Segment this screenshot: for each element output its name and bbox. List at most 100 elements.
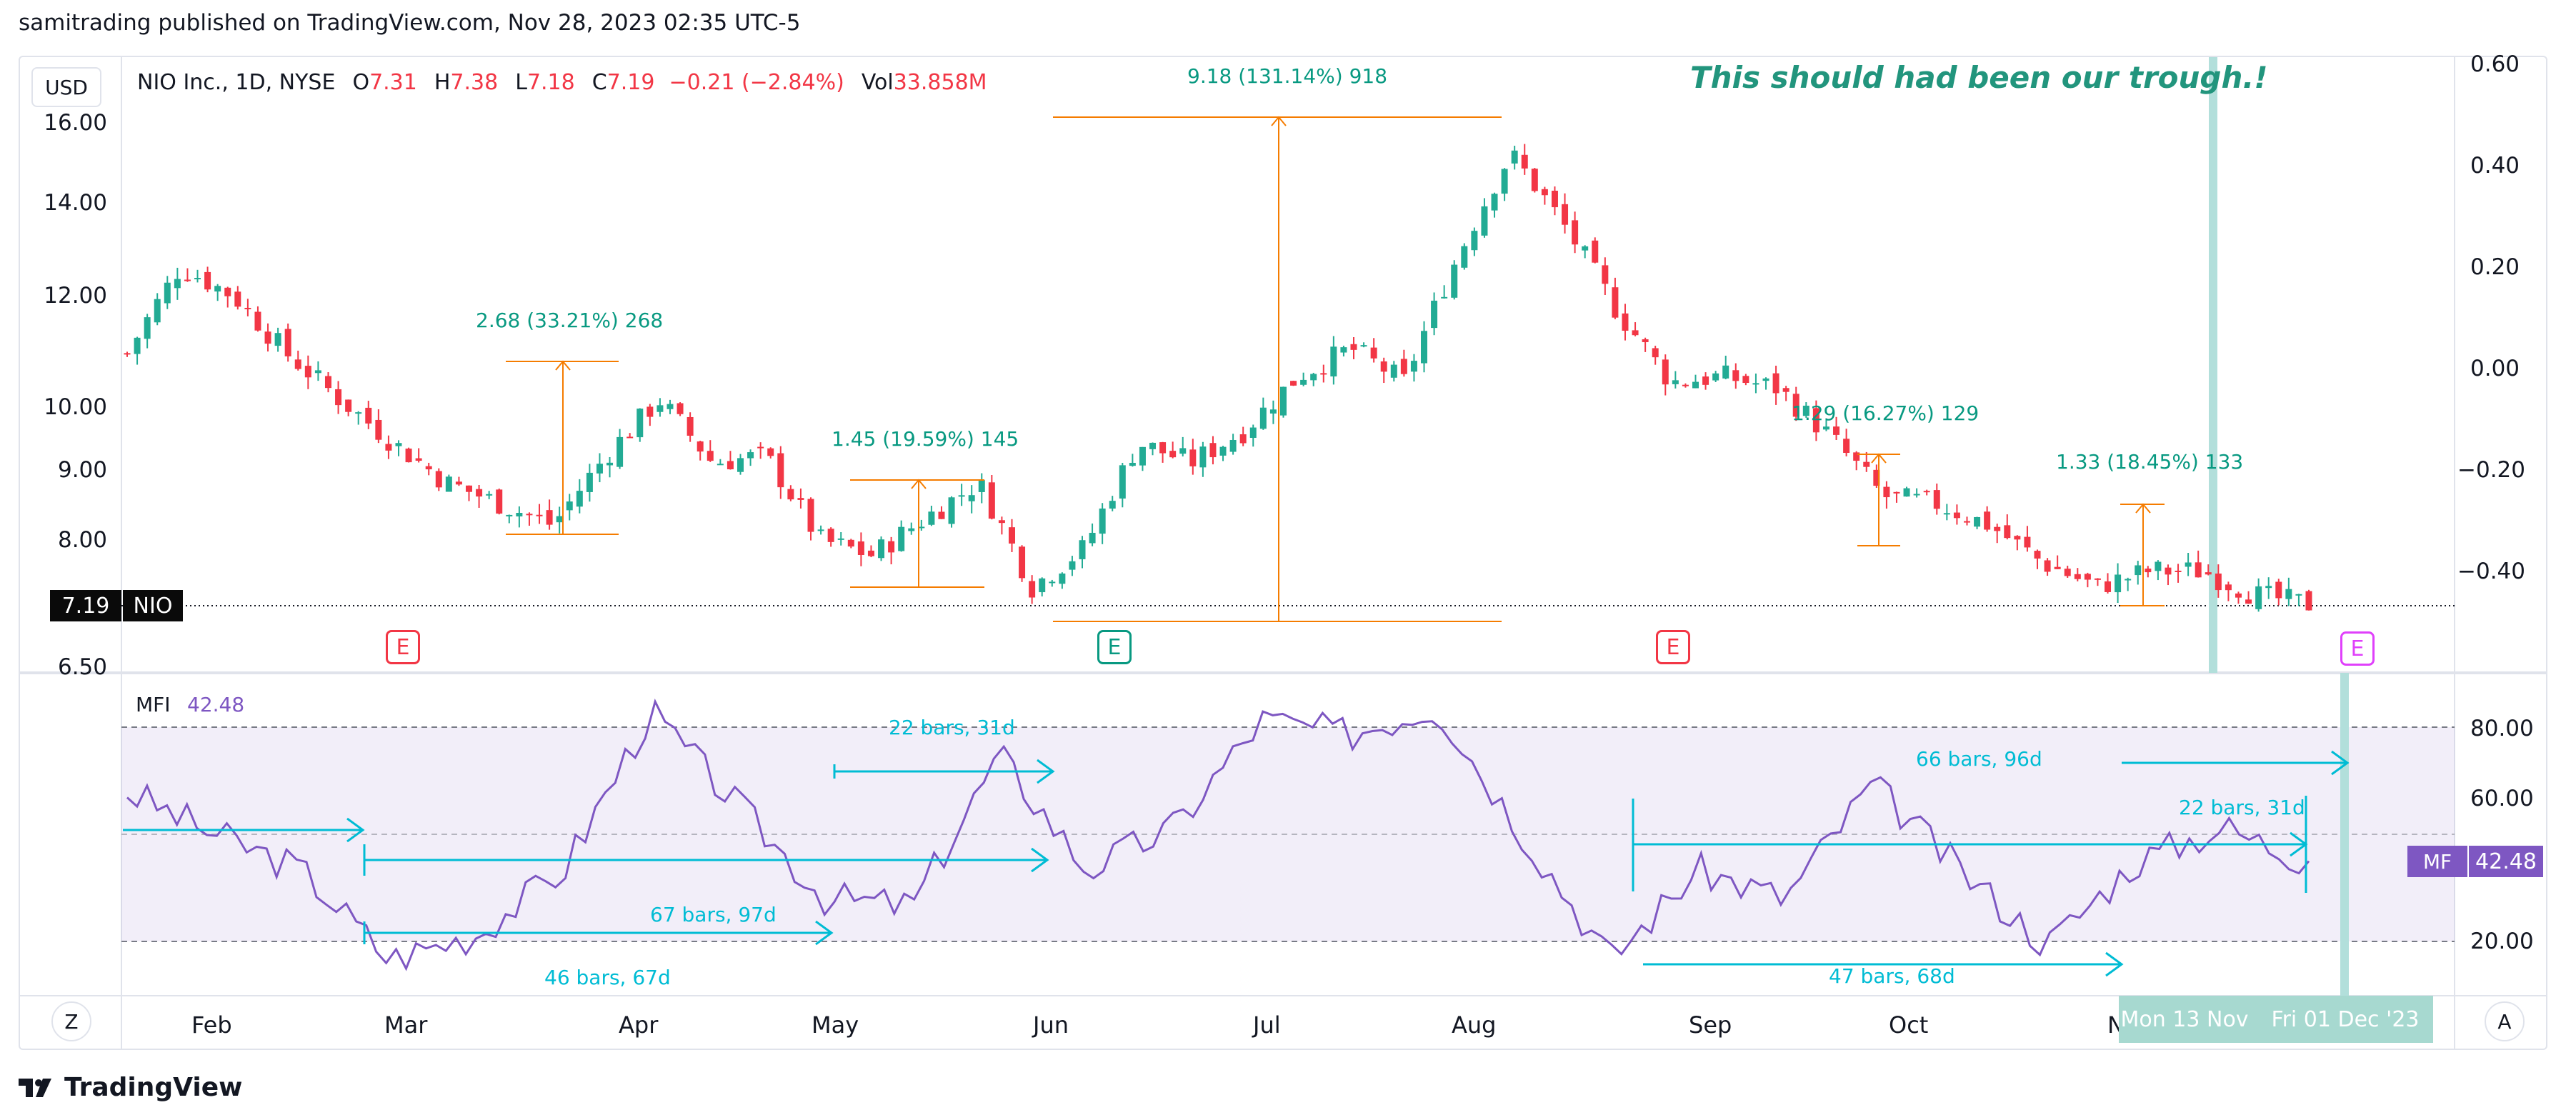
candle-body xyxy=(1390,364,1397,378)
candle-body xyxy=(1984,511,1991,530)
candle-body xyxy=(1441,296,1448,299)
candle-body xyxy=(1602,265,1609,284)
candle-body xyxy=(546,510,553,525)
candle-body xyxy=(1953,512,1960,519)
candle-body xyxy=(144,317,151,339)
close-value: 7.19 xyxy=(606,70,655,95)
candle-body xyxy=(1179,448,1187,454)
earnings-marker[interactable]: E xyxy=(1656,630,1690,664)
candle-body xyxy=(1933,490,1940,509)
trough-highlight xyxy=(2209,57,2217,673)
mfi-axis-tick: 20.00 xyxy=(2470,929,2534,954)
candle-body xyxy=(2225,584,2232,591)
candle-body xyxy=(526,514,533,516)
candle-body xyxy=(1963,521,1970,523)
candle-body xyxy=(2155,561,2162,571)
candle-body xyxy=(1752,383,1759,385)
candle-body xyxy=(1451,264,1458,298)
candle-body xyxy=(1812,408,1819,433)
candle-body xyxy=(2215,573,2222,591)
mfi-value: 42.48 xyxy=(187,693,245,716)
candle-body xyxy=(365,407,372,424)
candle-body xyxy=(837,538,844,540)
symbol-name[interactable]: NIO Inc., 1D, NYSE xyxy=(137,70,336,95)
candle-body xyxy=(857,541,864,555)
candle-body xyxy=(636,409,644,438)
tradingview-logo[interactable]: TradingView xyxy=(19,1073,242,1102)
earnings-marker[interactable]: E xyxy=(386,630,420,664)
candle-body xyxy=(1471,231,1478,251)
candle-body xyxy=(174,279,181,289)
measure-arrowhead xyxy=(1871,453,1887,464)
auto-scale-button[interactable]: Z xyxy=(51,1001,91,1041)
earnings-marker-upcoming[interactable]: E xyxy=(2340,631,2375,666)
candle-body xyxy=(2295,594,2302,596)
candle-body xyxy=(1431,300,1438,329)
currency-button[interactable]: USD xyxy=(31,67,101,107)
candle-body xyxy=(2094,578,2101,580)
candle-body xyxy=(797,498,804,500)
candle-body xyxy=(1059,573,1066,584)
candle-body xyxy=(777,453,784,488)
candle-body xyxy=(1481,206,1488,236)
low-label: L xyxy=(515,70,527,95)
mfi-name[interactable]: MFI xyxy=(136,693,171,716)
earnings-marker[interactable]: E xyxy=(1097,630,1132,664)
candle-body xyxy=(2054,566,2061,569)
candle-body xyxy=(254,311,261,331)
candle-body xyxy=(2004,525,2011,539)
candle-body xyxy=(2185,562,2192,567)
time-tick: Sep xyxy=(1689,1011,1732,1039)
candle-body xyxy=(1410,361,1417,372)
symbol-legend: NIO Inc., 1D, NYSE O 7.31 H 7.38 L 7.18 C 7.… xyxy=(137,70,987,95)
candle-body xyxy=(1873,469,1880,486)
candle-body xyxy=(616,436,624,467)
candle-body xyxy=(1119,465,1126,499)
candle-body xyxy=(1541,189,1548,196)
candle-body xyxy=(948,497,955,524)
time-tick: Jun xyxy=(1033,1011,1069,1039)
candle-body xyxy=(1722,365,1729,379)
open-label: O xyxy=(352,70,370,95)
candle-body xyxy=(1099,508,1106,534)
trough-comment[interactable]: This should had been our trough.! xyxy=(1690,60,2268,95)
candle-body xyxy=(1300,379,1307,385)
candle-body xyxy=(1189,449,1197,466)
candle-body xyxy=(647,406,654,417)
candle-body xyxy=(194,278,201,280)
time-tick: Oct xyxy=(1889,1011,1929,1039)
candle-body xyxy=(2205,572,2212,575)
candle-body xyxy=(928,511,935,525)
candle-body xyxy=(677,403,684,414)
last-price-symbol: NIO xyxy=(123,590,183,621)
bar-range-label: 67 bars, 97d xyxy=(650,903,777,926)
candles-layer xyxy=(124,144,2312,612)
candle-body xyxy=(184,279,191,281)
auto-button[interactable]: A xyxy=(2485,1001,2525,1041)
candle-body xyxy=(1310,374,1317,381)
candle-body xyxy=(1903,488,1910,497)
mfi-highlight xyxy=(2340,673,2349,996)
candle-body xyxy=(757,446,764,449)
candle-body xyxy=(626,436,634,439)
candle-body xyxy=(506,514,513,516)
candle-body xyxy=(847,539,854,547)
candle-body xyxy=(1612,287,1619,318)
time-tick: Aug xyxy=(1452,1011,1497,1039)
candle-body xyxy=(345,399,352,412)
candle-body xyxy=(576,491,583,507)
high-value: 7.38 xyxy=(450,70,499,95)
candle-body xyxy=(1622,313,1629,331)
candle-body xyxy=(1089,532,1096,544)
candle-body xyxy=(1662,359,1669,385)
candle-body xyxy=(1239,434,1247,444)
candle-body xyxy=(1692,381,1699,389)
candle-body xyxy=(234,291,241,307)
candle-body xyxy=(2014,536,2021,540)
candle-body xyxy=(425,466,432,470)
candle-body xyxy=(1712,373,1719,381)
measure-arrowhead xyxy=(555,360,571,371)
candle-body xyxy=(747,452,754,459)
candle-body xyxy=(1702,376,1709,385)
